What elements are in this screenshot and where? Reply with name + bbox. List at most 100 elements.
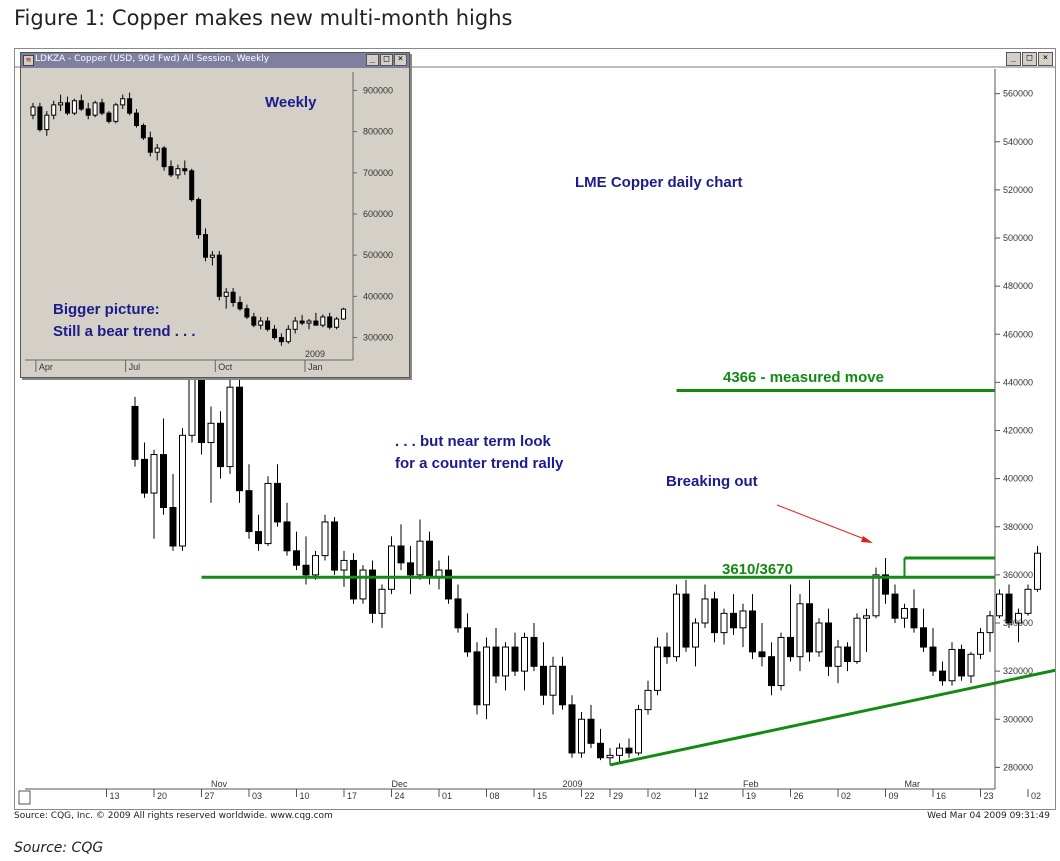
inset-maximize-button[interactable]: □ [380,54,393,66]
candle-body-up [644,689,652,711]
candle-body-down [597,742,604,759]
candle-body-down [625,747,633,754]
x-day-label: 08 [490,791,500,801]
weekly-candle [230,288,236,307]
weekly-candle-group [30,92,346,346]
weekly-candle [272,325,277,340]
weekly-candle [71,98,77,116]
weekly-candle-body-up [223,291,229,297]
weekly-inset-window[interactable]: ≋ LDKZA - Copper (USD, 90d Fwd) All Sess… [20,52,410,378]
weekly-candle-body-down [278,337,284,343]
chart-title: LME Copper daily chart [575,174,743,191]
weekly-year-label: 2009 [305,349,325,359]
candle-body-up [635,709,642,754]
weekly-candle-body-up [154,147,160,153]
candle [597,728,604,761]
candle [141,442,148,498]
weekly-candle [65,96,70,116]
near-term-annotation-line1: . . . but near term look [395,433,552,450]
candle-body-down [758,651,766,658]
trendline-group [201,389,1055,767]
x-day-label: 03 [252,791,262,801]
candle-body-up [150,454,158,494]
weekly-candle [92,100,98,118]
candle-body-up [388,545,395,590]
candle-body-up [359,569,367,600]
candle-body-up [948,648,956,682]
weekly-candle-body-down [168,166,174,176]
candle [464,613,471,657]
candle-body-down [663,646,671,658]
weekly-candle-body-down [216,254,222,297]
candle-body-up [701,598,709,624]
candle-body-down [255,531,262,545]
y-tick-label: 300000 [1003,714,1033,724]
breaking-out-arrow [776,504,873,543]
weekly-candle-body-up [58,102,64,106]
candle [388,536,395,595]
candle [293,531,300,571]
candle [948,642,956,686]
inset-titlebar[interactable]: ≋ LDKZA - Copper (USD, 90d Fwd) All Sess… [21,53,409,68]
candle-body-up [796,603,804,658]
candle [673,584,680,662]
figure-title: Figure 1: Copper makes new multi-month h… [14,6,513,30]
weekly-candle-body-up [71,100,77,114]
support-trendline [609,668,1055,767]
weekly-candle-body-up [320,316,326,326]
maximize-button[interactable]: □ [1022,52,1037,66]
weekly-y-tick-label: 500000 [363,250,393,260]
weekly-candle [189,168,195,202]
weekly-y-tick-label: 900000 [363,85,393,95]
candle [787,584,794,662]
weekly-candle-body-down [65,102,70,114]
x-day-label: 23 [984,791,994,801]
candle-body-down [473,651,481,706]
x-day-label: 15 [537,791,547,801]
inset-close-button[interactable]: × [394,54,407,66]
candle-body-up [1034,552,1041,590]
candle [663,632,671,664]
candle [777,632,785,691]
candle [483,637,490,720]
inset-minimize-button[interactable]: _ [366,54,379,66]
candle [378,584,386,628]
source-note: Source: CQG [14,840,104,856]
x-month-label: Mar [905,779,921,789]
candle-body-up [264,482,272,545]
candle-body-up [606,754,614,759]
candle [834,639,842,684]
candle [654,637,661,696]
weekly-y-tick-label: 300000 [363,333,393,343]
candle [255,514,262,551]
x-day-label: 12 [699,791,709,801]
x-day-label: 19 [746,791,756,801]
x-day-label: 13 [110,791,120,801]
candle-body-up [863,615,870,619]
bigger-picture-line2: Still a bear trend . . . [53,323,196,340]
weekly-candle-body-up [285,328,291,343]
candle-body-up [720,612,728,634]
candle [312,550,319,580]
weekly-label: Weekly [265,94,317,111]
candle [939,661,946,686]
candle [768,642,775,696]
weekly-candle [168,160,174,177]
weekly-candle [37,102,43,132]
candle-body-down [787,636,794,658]
candle [587,704,595,749]
candle [635,704,642,756]
x-day-label: 20 [157,791,167,801]
candle [179,428,186,551]
candle-body-up [967,653,975,677]
weekly-candle [292,316,298,334]
candle-body-up [521,636,528,672]
candle-body-down [141,458,148,494]
close-button[interactable]: × [1038,52,1053,66]
y-tick-label: 500000 [1003,233,1033,243]
minimize-button[interactable]: _ [1006,52,1021,66]
candle-body-down [891,593,899,619]
candle [701,584,709,628]
candle [711,591,718,643]
candle-body-down [568,704,576,754]
